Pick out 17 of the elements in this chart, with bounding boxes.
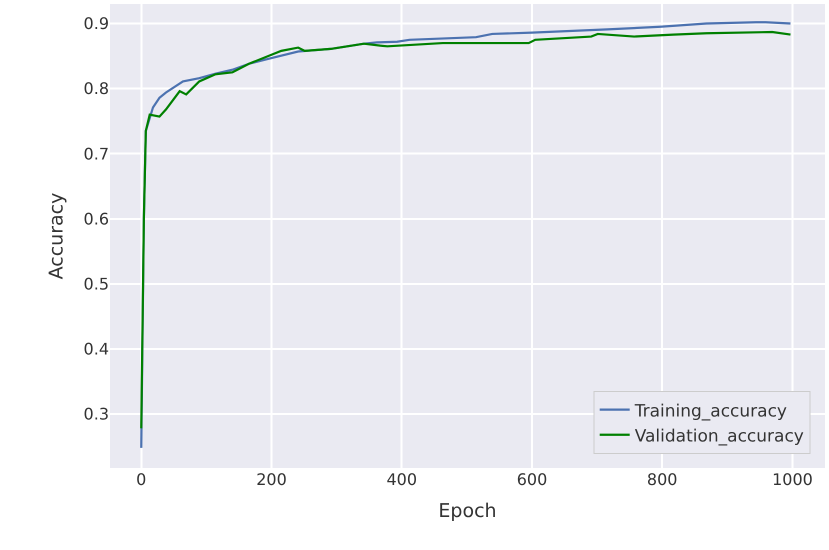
y-tick-label: 0.5 [84,274,109,294]
x-tick-label: 0 [136,470,146,489]
x-tick-label: 800 [646,470,678,489]
legend-label: Training_accuracy [634,401,787,422]
y-tick-label: 0.4 [84,340,109,359]
y-tick-label: 0.7 [84,144,109,164]
x-tick-label: 400 [386,470,418,489]
y-tick-label: 0.6 [84,209,109,228]
y-axis-title: Accuracy [45,192,68,280]
y-tick-label: 0.9 [84,14,109,34]
y-tick-label: 0.8 [84,79,109,98]
x-axis-title: Epoch [438,500,497,522]
y-tick-label: 0.3 [84,404,109,424]
legend-label: Validation_accuracy [634,426,804,446]
x-tick-label: 200 [256,470,287,489]
x-tick-label: 1000 [772,470,813,489]
x-tick-label: 600 [516,470,548,489]
